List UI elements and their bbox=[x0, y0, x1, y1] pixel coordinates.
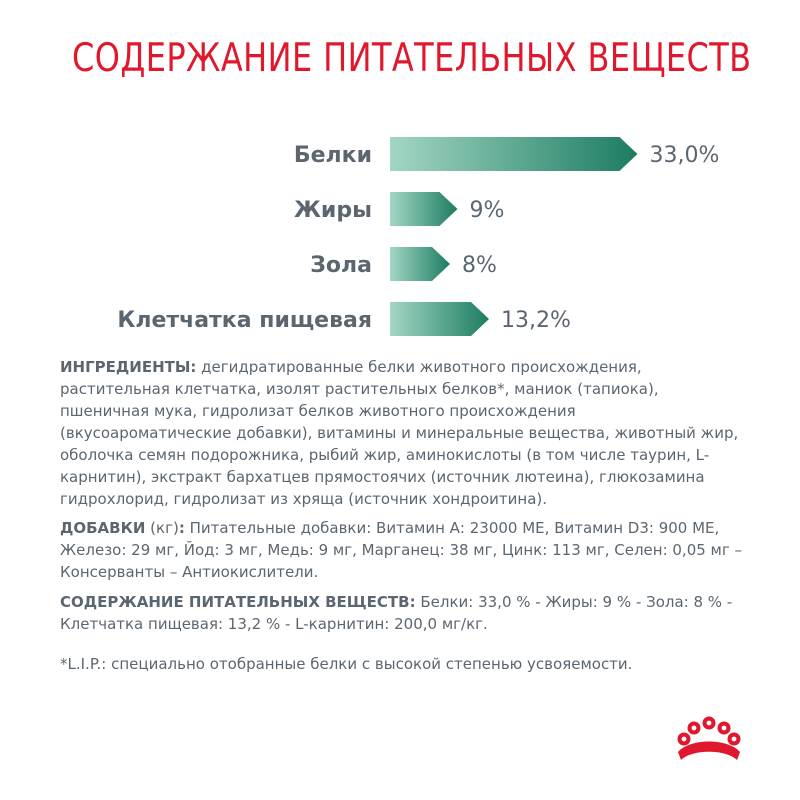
value-label-2: 8% bbox=[462, 253, 497, 278]
additives-unit: (кг) bbox=[145, 519, 179, 537]
royal-canin-crown-icon bbox=[677, 716, 741, 760]
category-label-0: Белки bbox=[294, 143, 372, 168]
footnote: *L.I.P.: специально отобранные белки с в… bbox=[60, 655, 633, 673]
nutrients-text: Белки: 33,0 % - Жиры: 9 % - Зола: 8 % - … bbox=[60, 593, 733, 633]
value-label-0: 33,0% bbox=[650, 143, 720, 168]
additives-text: Питательные добавки: Витамин А: 23000 МЕ… bbox=[60, 519, 743, 581]
bar-клетчатка-пищевая bbox=[390, 302, 489, 336]
bar-белки bbox=[390, 137, 638, 171]
category-label-3: Клетчатка пищевая bbox=[117, 308, 372, 333]
additives-label: ДОБАВКИ bbox=[60, 519, 146, 537]
bar-зола bbox=[390, 247, 450, 281]
category-label-1: Жиры bbox=[294, 198, 372, 223]
page-title: СОДЕРЖАНИЕ ПИТАТЕЛЬНЫХ ВЕЩЕСТВ bbox=[72, 36, 752, 81]
nutrient-bar-chart: Белки 33,0% Жиры 9% Зола 8% Клетчатка пищевая 1… bbox=[117, 137, 720, 336]
additives-colon: : bbox=[178, 519, 185, 537]
value-label-1: 9% bbox=[470, 198, 505, 223]
category-label-2: Зола bbox=[310, 253, 372, 278]
ingredients-label: ИНГРЕДИЕНТЫ: bbox=[60, 358, 197, 376]
nutrients-label: СОДЕРЖАНИЕ ПИТАТЕЛЬНЫХ ВЕЩЕСТВ: bbox=[60, 593, 416, 611]
ingredients-paragraph: ИНГРЕДИЕНТЫ: дегидратированные белки жив… bbox=[60, 356, 750, 510]
nutrients-paragraph: СОДЕРЖАНИЕ ПИТАТЕЛЬНЫХ ВЕЩЕСТВ: Белки: 3… bbox=[60, 591, 750, 635]
bar-жиры bbox=[390, 192, 458, 226]
ingredients-text: дегидратированные белки животного происх… bbox=[60, 358, 739, 508]
additives-paragraph: ДОБАВКИ (кг): Питательные добавки: Витам… bbox=[60, 517, 750, 583]
value-label-3: 13,2% bbox=[501, 308, 571, 333]
